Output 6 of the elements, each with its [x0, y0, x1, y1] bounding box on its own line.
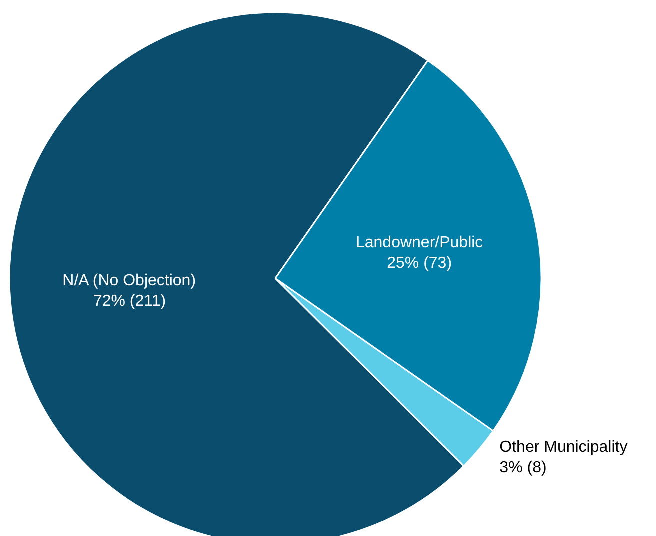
data-label: 72% (211)	[93, 293, 166, 310]
data-label: 3% (8)	[500, 459, 547, 476]
data-label: 25% (73)	[387, 254, 452, 272]
slice-label: Other Municipality	[500, 439, 628, 456]
slice-label: Landowner/Public	[356, 234, 484, 252]
slice-label: N/A (No Objection)	[62, 272, 196, 290]
